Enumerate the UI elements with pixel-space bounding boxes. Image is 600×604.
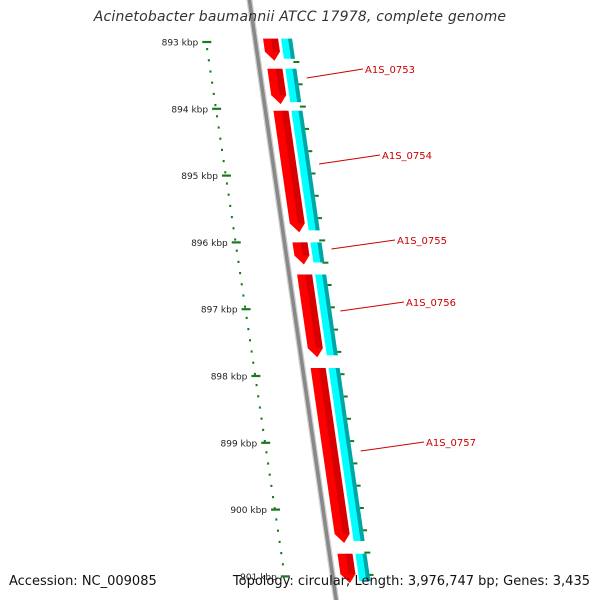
minor-tick: [224, 171, 227, 174]
cds-feature-shade-1: [292, 68, 302, 103]
genome-backbone: [247, 0, 339, 604]
gene-feature-0-shade: [271, 38, 280, 52]
minor-tick: [230, 216, 233, 219]
minor-tick: [260, 417, 263, 420]
minor-tick: [217, 126, 220, 129]
gene-label: A1S_0756: [406, 298, 456, 309]
minor-tick: [257, 395, 260, 398]
minor-tick: [220, 148, 223, 151]
cds-feature-shade-6: [362, 553, 371, 582]
minor-tick: [275, 518, 278, 521]
tick-label: 897 kbp: [201, 306, 238, 316]
minor-tick: [227, 193, 230, 196]
minor-tick: [281, 563, 284, 566]
gene-feature-4-shade: [305, 274, 323, 349]
minor-tick: [276, 529, 279, 532]
cds-feature-shade-5: [335, 367, 365, 541]
cds-feature-shade-4: [322, 274, 338, 356]
minor-tick: [245, 316, 248, 319]
minor-tick: [263, 440, 266, 443]
minor-tick: [235, 249, 238, 252]
minor-tick: [262, 428, 265, 431]
minor-tick: [250, 350, 253, 353]
minor-tick: [214, 104, 217, 107]
cds-feature-shade-2: [298, 110, 320, 231]
topology-label: Topology: circular; Length: 3,976,747 bp…: [232, 574, 590, 589]
gene-feature-6-shade: [345, 553, 356, 575]
tick-label: 894 kbp: [171, 105, 208, 115]
minor-tick: [232, 227, 235, 230]
minor-tick: [229, 204, 232, 207]
minor-tick: [237, 260, 240, 263]
minor-tick: [258, 406, 261, 409]
gene-label: A1S_0754: [382, 151, 432, 162]
minor-tick: [265, 451, 268, 454]
gene-feature-2-shade: [281, 110, 305, 224]
minor-tick: [247, 328, 250, 331]
minor-tick: [268, 473, 271, 476]
gene-label: A1S_0757: [426, 438, 476, 449]
minor-tick: [270, 484, 273, 487]
tick-label: 896 kbp: [191, 239, 228, 249]
minor-tick: [267, 462, 270, 465]
minor-tick: [212, 92, 215, 95]
minor-tick: [252, 361, 255, 364]
minor-tick: [240, 283, 243, 286]
minor-tick: [253, 372, 256, 375]
tick-label: 901 kbp: [240, 573, 277, 583]
minor-tick: [211, 81, 214, 84]
tick-label: 900 kbp: [230, 506, 267, 516]
minor-tick: [273, 507, 276, 510]
tick-label: 893 kbp: [162, 39, 199, 49]
gene-label-leader: [319, 154, 381, 165]
gene-label-leader: [360, 441, 425, 452]
minor-tick: [272, 496, 275, 499]
gene-label-leader: [331, 239, 396, 250]
gene-feature-3-shade: [300, 242, 310, 256]
minor-tick: [242, 294, 245, 297]
tick-label: 898 kbp: [211, 373, 248, 383]
gene-label-leader: [340, 301, 405, 312]
cds-feature-shade-3: [317, 242, 325, 263]
gene-feature-5-shade: [318, 367, 350, 534]
minor-tick: [225, 182, 228, 185]
minor-tick: [244, 305, 247, 308]
gene-label: A1S_0753: [365, 65, 415, 76]
map-title: Acinetobacter baumannii ATCC 17978, comp…: [93, 9, 507, 25]
minor-tick: [278, 540, 281, 543]
minor-tick: [280, 552, 283, 555]
minor-tick: [234, 238, 237, 241]
gene-label-leader: [306, 68, 364, 79]
accession-label: Accession: NC_009085: [9, 574, 157, 589]
tick-label: 899 kbp: [221, 439, 258, 449]
minor-tick: [209, 70, 212, 73]
minor-tick: [239, 272, 242, 275]
gene-feature-1-shade: [275, 68, 287, 96]
minor-tick: [216, 115, 219, 118]
gene-label: A1S_0755: [397, 236, 447, 247]
cds-feature-shade-0: [288, 38, 295, 59]
tick-label: 895 kbp: [181, 172, 218, 182]
minor-tick: [207, 59, 210, 62]
minor-tick: [255, 384, 258, 387]
minor-tick: [248, 339, 251, 342]
minor-tick: [206, 48, 209, 51]
minor-tick: [219, 137, 222, 140]
minor-tick: [222, 160, 225, 163]
